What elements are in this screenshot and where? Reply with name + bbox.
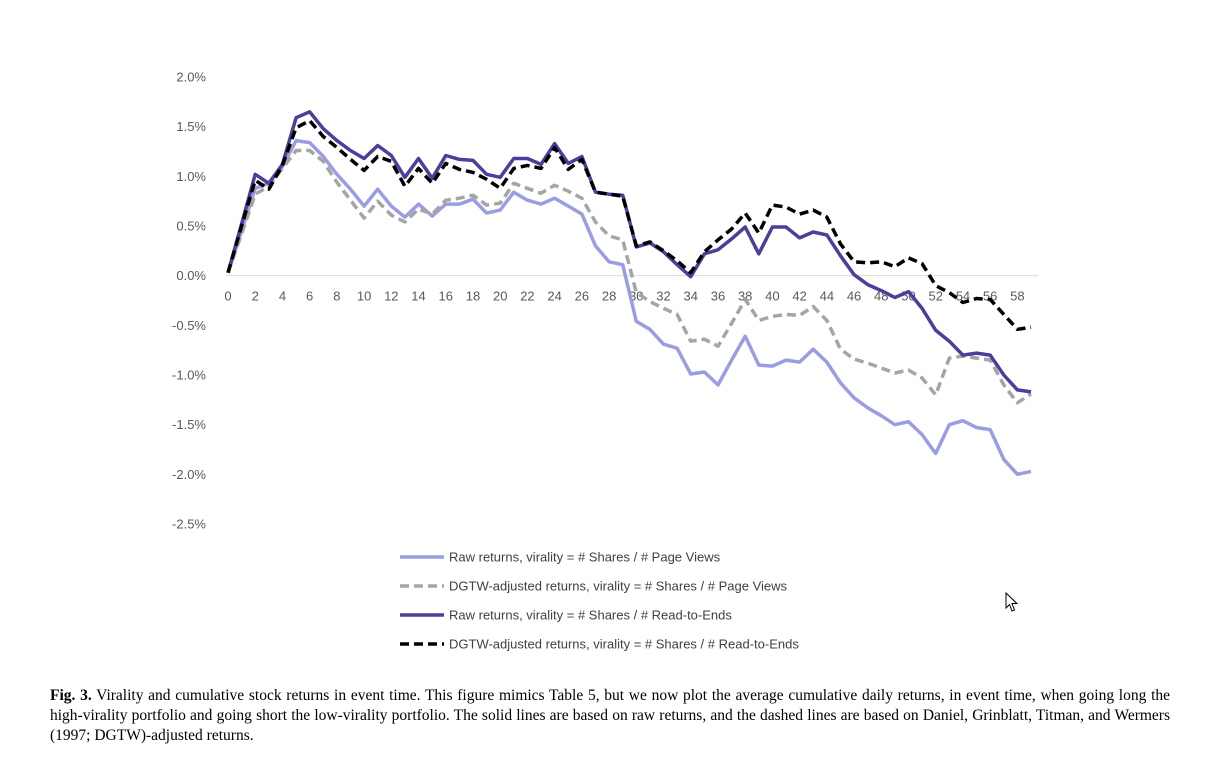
series-line-2 xyxy=(226,148,1032,405)
y-tick-label: -2.5% xyxy=(172,517,206,532)
x-tick-label: 16 xyxy=(439,289,453,304)
series-line-4 xyxy=(226,118,1032,332)
x-tick-label: 36 xyxy=(711,289,725,304)
legend-item-4: DGTW-adjusted returns, virality = # Shar… xyxy=(400,637,799,652)
x-tick-label: 0 xyxy=(224,289,231,304)
legend-item-1: Raw returns, virality = # Shares / # Pag… xyxy=(400,550,721,565)
x-tick-label: 46 xyxy=(847,289,861,304)
caption-text: Virality and cumulative stock returns in… xyxy=(50,687,1170,744)
x-tick-label: 4 xyxy=(279,289,286,304)
x-tick-label: 44 xyxy=(820,289,834,304)
y-tick-label: 1.0% xyxy=(176,169,206,184)
caption-label: Fig. 3. xyxy=(50,687,92,704)
x-tick-label: 8 xyxy=(333,289,340,304)
y-tick-label: 2.0% xyxy=(176,70,206,85)
x-tick-label: 28 xyxy=(602,289,616,304)
y-tick-label: -1.0% xyxy=(172,368,206,383)
series-line-3 xyxy=(226,110,1032,394)
series-lines xyxy=(226,110,1032,477)
legend-label: DGTW-adjusted returns, virality = # Shar… xyxy=(449,637,799,652)
legend-item-3: Raw returns, virality = # Shares / # Rea… xyxy=(400,608,732,623)
x-tick-label: 20 xyxy=(493,289,507,304)
legend-label: Raw returns, virality = # Shares / # Pag… xyxy=(449,550,721,565)
x-tick-label: 24 xyxy=(547,289,561,304)
x-tick-label: 18 xyxy=(466,289,480,304)
y-tick-label: -0.5% xyxy=(172,318,206,333)
x-tick-label: 26 xyxy=(575,289,589,304)
legend-label: Raw returns, virality = # Shares / # Rea… xyxy=(449,608,732,623)
legend-item-2: DGTW-adjusted returns, virality = # Shar… xyxy=(400,579,788,594)
x-tick-label: 32 xyxy=(656,289,670,304)
figure-caption: Fig. 3. Virality and cumulative stock re… xyxy=(50,686,1170,746)
x-tick-label: 56 xyxy=(983,289,997,304)
y-tick-label: 0.0% xyxy=(176,268,206,283)
x-tick-label: 6 xyxy=(306,289,313,304)
y-axis-ticks: 2.0% 1.5% 1.0% 0.5% 0.0% -0.5% -1.0% -1.5% -2.0%… xyxy=(172,70,206,532)
x-tick-label: 38 xyxy=(738,289,752,304)
x-tick-label: 22 xyxy=(520,289,534,304)
y-tick-label: -1.5% xyxy=(172,417,206,432)
y-tick-label: 0.5% xyxy=(176,219,206,234)
line-chart: 2.0% 1.5% 1.0% 0.5% 0.0% -0.5% -1.0% -1.5% -2.0%… xyxy=(172,70,1038,652)
legend: Raw returns, virality = # Shares / # Pag… xyxy=(400,550,799,652)
x-axis-ticks: 0 2 4 6 8 10 12 14 16 18 20 22 24 26 28 30 32 34 36 38 40 42 4… xyxy=(224,289,1024,304)
x-tick-label: 42 xyxy=(792,289,806,304)
legend-label: DGTW-adjusted returns, virality = # Shar… xyxy=(449,579,788,594)
x-tick-label: 2 xyxy=(252,289,259,304)
y-tick-label: 1.5% xyxy=(176,119,206,134)
x-tick-label: 12 xyxy=(384,289,398,304)
x-tick-label: 58 xyxy=(1010,289,1024,304)
y-tick-label: -2.0% xyxy=(172,467,206,482)
x-tick-label: 52 xyxy=(928,289,942,304)
series-line-1 xyxy=(226,138,1032,477)
mouse-cursor-icon xyxy=(1005,592,1019,612)
x-tick-label: 34 xyxy=(684,289,698,304)
x-tick-label: 14 xyxy=(411,289,425,304)
x-tick-label: 40 xyxy=(765,289,779,304)
x-tick-label: 10 xyxy=(357,289,371,304)
